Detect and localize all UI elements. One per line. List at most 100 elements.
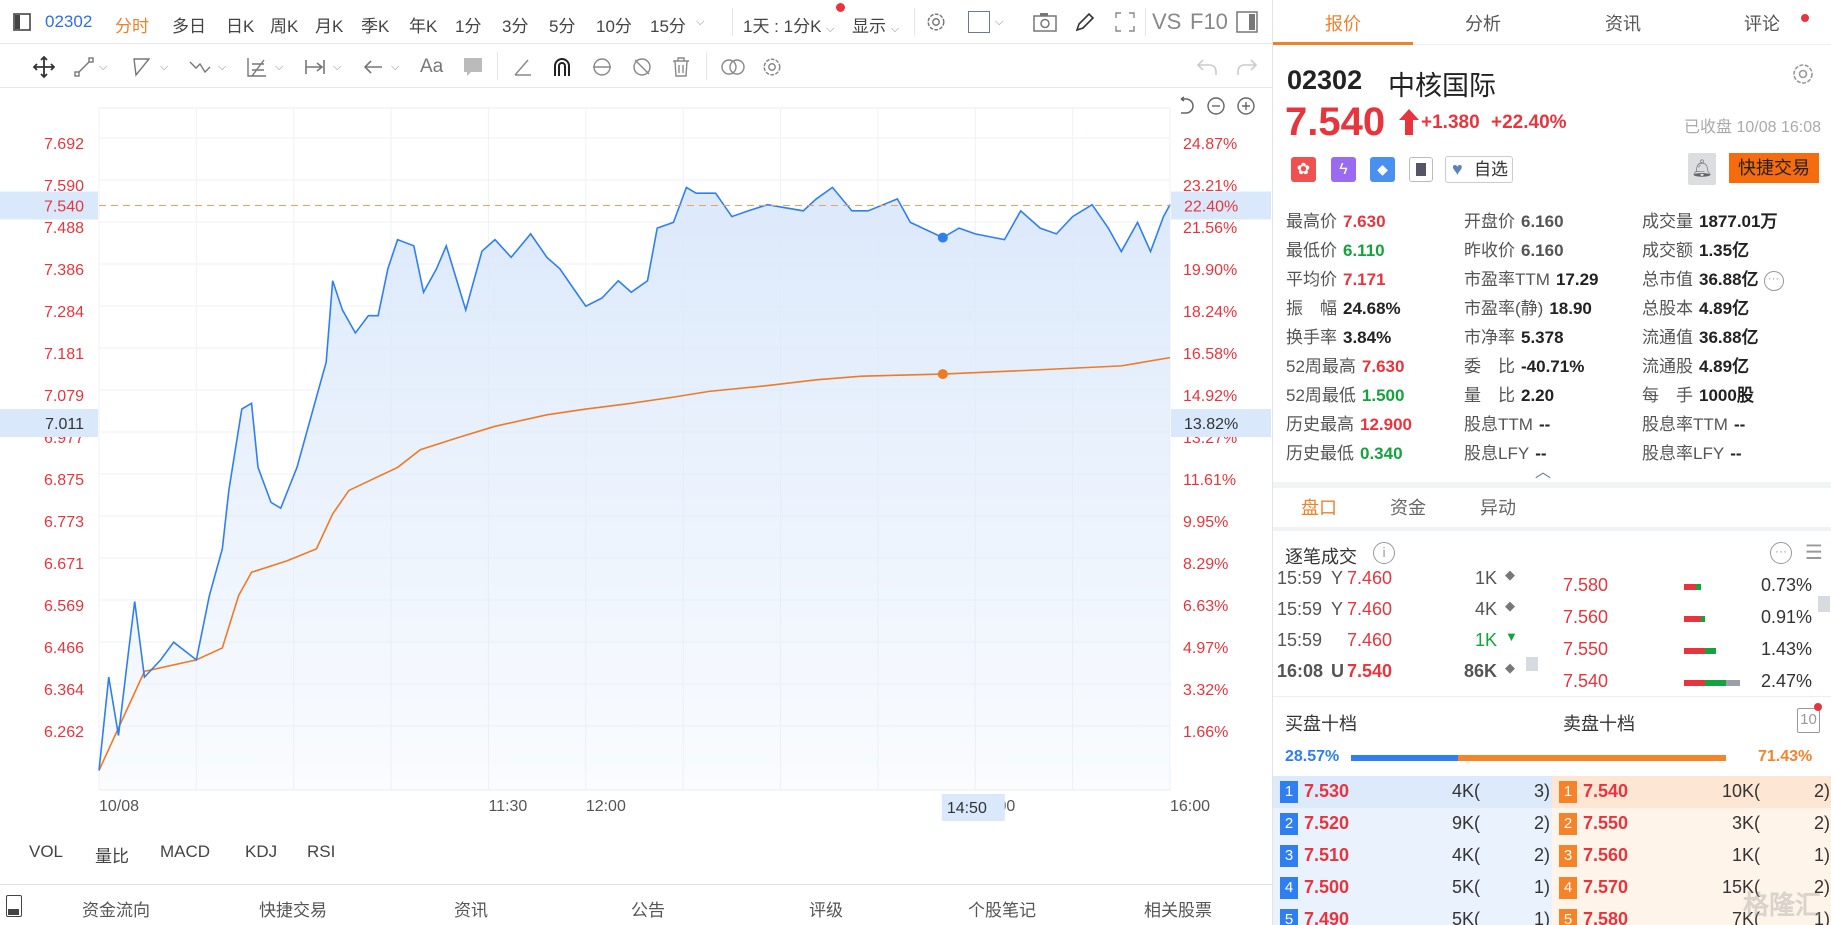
quick-trade-button[interactable]: 快捷交易 [1729,153,1819,183]
chevron-down-icon[interactable]: ⌵ [333,61,342,73]
ask-level-row[interactable]: 5 7.580 7K(1) [1552,904,1831,925]
tab-analysis[interactable]: 分析 [1465,14,1501,34]
bottom-bar-item[interactable]: 相关股票 [1144,901,1212,920]
chevron-down-icon[interactable]: ⌵ [218,61,227,73]
more-icon[interactable]: ··· [1763,270,1784,291]
subtab-orderbook[interactable]: 盘口 [1301,498,1337,518]
f10-button[interactable]: F10 [1190,9,1228,34]
margin-lightning-icon[interactable]: ϟ [1331,157,1356,182]
ask-level-row[interactable]: 1 7.540 10K(2) [1552,776,1831,808]
chevron-down-icon[interactable]: ⌵ [995,16,1004,28]
period-tab[interactable]: 10分 [596,17,632,36]
period-tab[interactable]: 分时 [115,17,149,36]
bottom-bar-item[interactable]: 资讯 [454,901,488,920]
scrollbar-thumb[interactable] [1526,657,1538,671]
drawing-settings-icon[interactable] [761,56,783,78]
hk-market-icon[interactable]: ✿ [1291,157,1316,182]
move-icon[interactable] [32,55,56,79]
range-select[interactable]: 1天 : 1分K ⌵ [743,17,835,36]
hide-icon[interactable] [631,56,653,78]
magnet-icon[interactable] [551,56,573,78]
intraday-chart[interactable]: 7.692 24.87% 7.590 23.21% 7.488 21.56% 7.386 19… [0,0,1272,830]
line-tool-icon[interactable] [73,56,95,78]
undo-icon[interactable] [1196,56,1218,78]
indicator-tab[interactable]: RSI [307,842,336,861]
list-view-icon[interactable]: ☰ [1805,542,1823,564]
vs-compare-button[interactable]: VS [1152,9,1182,34]
bottom-panel-icon[interactable] [6,895,22,917]
period-tab[interactable]: 5分 [549,17,576,36]
bid-level-row[interactable]: 3 7.510 4K(2) [1273,840,1552,872]
period-tab[interactable]: 多日 [172,17,206,36]
settings-gear-icon[interactable] [925,11,947,33]
indicator-tab[interactable]: KDJ [245,842,278,861]
redo-icon[interactable] [1236,56,1258,78]
layout-square-icon[interactable] [968,11,990,33]
info-icon[interactable]: i [1373,542,1395,564]
alert-bell-icon[interactable]: 🔔︎ [1688,153,1716,185]
fullscreen-icon[interactable] [1114,11,1136,33]
trash-icon[interactable] [670,56,692,78]
polygon-tool-icon[interactable] [131,56,153,78]
period-tab[interactable]: 3分 [502,17,529,36]
camera-icon[interactable] [1033,11,1057,33]
bid-level-row[interactable]: 4 7.500 5K(1) [1273,872,1552,904]
indicator-tab[interactable]: MACD [160,842,211,861]
ask-level-row[interactable]: 4 7.570 15K(2) [1552,872,1831,904]
measure-tool-icon[interactable] [304,56,326,78]
bottom-bar-item[interactable]: 公告 [631,901,665,920]
tab-quote[interactable]: 报价 [1325,14,1361,34]
stock-code-link[interactable]: 02302 [45,12,93,31]
period-tab[interactable]: 15分 [650,17,686,36]
ask-level-row[interactable]: 2 7.550 3K(2) [1552,808,1831,840]
chevron-down-icon[interactable]: ⌵ [160,61,169,73]
bottom-bar-item[interactable]: 评级 [809,901,843,920]
add-watchlist-button[interactable]: ♥ 自选 [1445,156,1513,183]
chevron-down-icon[interactable]: ⌵ [696,16,705,28]
overlay-circles-icon[interactable] [720,56,746,78]
reset-zoom-icon[interactable] [1177,96,1197,116]
comment-tool-icon[interactable] [462,56,484,78]
wave-tool-icon[interactable] [189,56,211,78]
zoom-out-icon[interactable] [1206,96,1226,116]
chevron-down-icon[interactable]: ⌵ [391,61,400,73]
tag-icon[interactable]: ◆ [1370,157,1395,182]
display-select[interactable]: 显示 ⌵ [852,17,900,36]
more-options-icon[interactable]: ··· [1770,542,1792,564]
ask-level-row[interactable]: 3 7.560 1K(1) [1552,840,1831,872]
arrow-tool-icon[interactable] [362,56,384,78]
bottom-bar-item[interactable]: 快捷交易 [259,901,327,920]
ten-levels-toggle[interactable]: 10 [1797,708,1820,733]
fib-tool-icon[interactable] [246,56,268,78]
collapse-chevron-icon[interactable]: ︿ [1535,464,1552,481]
period-tab[interactable]: 日K [226,17,255,36]
angle-tool-icon[interactable] [512,56,534,78]
period-tab[interactable]: 年K [409,17,438,36]
bid-level-row[interactable]: 2 7.520 9K(2) [1273,808,1552,840]
panel-toggle-icon[interactable] [1236,11,1258,33]
bid-level-row[interactable]: 5 7.490 5K(1) [1273,904,1552,925]
period-tab[interactable]: 月K [315,17,344,36]
indicator-tab[interactable]: 量比 [95,847,129,866]
pencil-icon[interactable] [1074,11,1096,33]
chevron-down-icon[interactable]: ⌵ [99,61,108,73]
period-tab[interactable]: 季K [361,17,390,36]
bottom-bar-item[interactable]: 资金流向 [82,901,150,920]
tab-news[interactable]: 资讯 [1605,14,1641,34]
period-tab[interactable]: 周K [270,17,299,36]
tab-comments[interactable]: 评论 [1744,14,1780,34]
bid-level-row[interactable]: 1 7.530 4K(3) [1273,776,1552,808]
indicator-tab[interactable]: VOL [29,842,64,861]
text-tool-button[interactable]: Aa [420,56,444,77]
sidebar-toggle-icon[interactable] [12,12,32,32]
subtab-capital[interactable]: 资金 [1390,498,1426,518]
notes-icon[interactable] [1409,157,1433,182]
settings-gear-icon[interactable] [1791,62,1815,86]
zoom-in-icon[interactable] [1236,96,1256,116]
chevron-down-icon[interactable]: ⌵ [275,61,284,73]
sync-icon[interactable] [591,56,613,78]
scrollbar-thumb[interactable] [1818,596,1830,612]
bottom-bar-item[interactable]: 个股笔记 [968,901,1036,920]
subtab-movement[interactable]: 异动 [1480,498,1516,518]
period-tab[interactable]: 1分 [455,17,482,36]
